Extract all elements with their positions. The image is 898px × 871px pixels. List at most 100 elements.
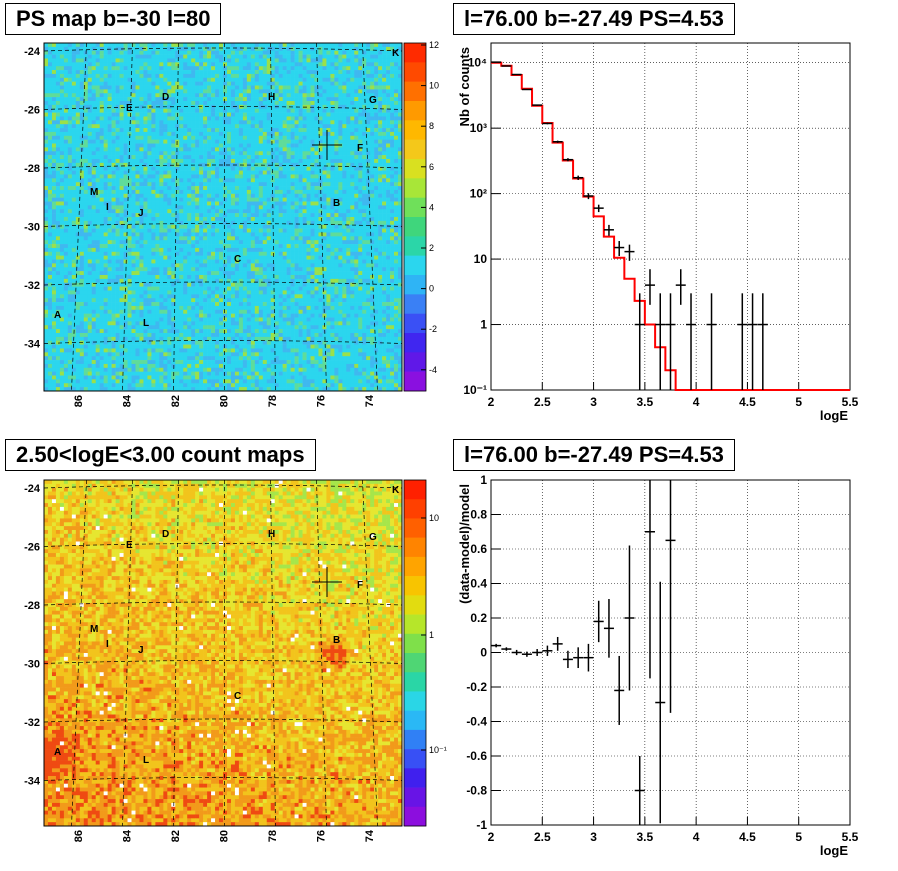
count-colorbar-bin (404, 653, 426, 673)
ps-colorbar-bin (404, 294, 426, 314)
residual-xtick-label: 2.5 (534, 830, 551, 844)
count-lat-tick-label: -28 (24, 600, 40, 612)
count-map-title: 2.50<logE<3.00 count maps (5, 439, 316, 471)
count-lon-line (173, 479, 179, 827)
source-label-D: D (162, 92, 169, 103)
residual-plot: 2 2.5 3 3.5 4 4.5 5 5.5 1 0.8 0.6 0.4 0.2 0 -0.2 -0.4 -0… (457, 473, 859, 858)
residual-xlabel: logE (820, 843, 848, 858)
count-lon-tick-label: 84 (122, 829, 134, 842)
count-colorbar-bin (404, 614, 426, 635)
source-label-K: K (392, 485, 400, 496)
count-colorbar-bin (404, 556, 426, 577)
count-colorbar-bin (404, 518, 426, 538)
source-label-J: J (138, 645, 144, 656)
count-colorbar-bin (404, 595, 426, 615)
ps-colorbar-bin (404, 43, 426, 63)
source-label-A: A (54, 747, 61, 758)
ps-colorbar-label: 4 (429, 202, 434, 212)
ps-colorbar-bin (404, 255, 426, 276)
spectrum-xtick-label: 3 (590, 395, 597, 409)
count-colorbar-bin (404, 768, 426, 788)
residual-xtick-label: 2 (488, 830, 495, 844)
residual-xtick-label: 3 (590, 830, 597, 844)
count-lon-line (71, 479, 87, 827)
ps-lat-line (43, 281, 403, 286)
count-colorbar-bin (404, 710, 426, 731)
spectrum-ytick-label: 1 (480, 318, 487, 332)
spectrum-ytick-label: 10⁻¹ (463, 383, 487, 397)
ps-lon-line (122, 42, 133, 392)
ps-colorbar-bin (404, 159, 426, 179)
count-colorbar-bin (404, 576, 426, 596)
ps-map-frame (43, 42, 403, 392)
ps-lon-line (173, 42, 179, 392)
count-colorbar-bin (404, 729, 426, 750)
residual-ytick-label: 0 (480, 646, 487, 660)
ps-lon-line (71, 42, 87, 392)
ps-colorbar-bin (404, 178, 426, 198)
ps-lon-tick-label: 74 (364, 394, 376, 407)
ps-colorbar-label: 6 (429, 162, 434, 172)
residual-ytick-label: 0.6 (470, 542, 487, 556)
ps-lat-line (43, 106, 403, 110)
spectrum-xtick-label: 2 (488, 395, 495, 409)
count-lon-tick-label: 80 (219, 830, 231, 842)
ps-lon-tick-label: 84 (122, 394, 134, 407)
ps-colorbar-label: 2 (429, 243, 434, 253)
ps-lat-line (43, 47, 403, 52)
ps-colorbar-bin (404, 120, 426, 140)
count-colorbar-bin (404, 633, 426, 654)
count-lon-line (362, 479, 378, 827)
ps-lat-tick-label: -30 (24, 222, 40, 234)
source-label-D: D (162, 529, 169, 540)
source-label-I: I (106, 639, 109, 650)
residual-ytick-label: -0.4 (466, 715, 487, 729)
spectrum-xtick-label: 4 (693, 395, 700, 409)
source-label-K: K (392, 48, 400, 59)
ps-colorbar-bin (404, 275, 426, 295)
count-lat-tick-label: -34 (24, 776, 41, 788)
count-lat-line (43, 660, 403, 664)
count-map-frame (43, 479, 403, 827)
ps-lon-tick-label: 80 (219, 395, 231, 407)
residual-ytick-label: -0.2 (466, 680, 487, 694)
spectrum-ytick-label: 10 (474, 252, 488, 266)
count-lat-line (43, 777, 403, 781)
source-label-L: L (143, 755, 149, 766)
source-label-G: G (369, 95, 377, 106)
source-label-H: H (268, 92, 275, 103)
ps-lat-line (43, 164, 403, 169)
ps-colorbar-bin (404, 313, 426, 334)
count-colorbar-bin (404, 691, 426, 711)
spectrum-title: l=76.00 b=-27.49 PS=4.53 (453, 3, 735, 35)
ps-colorbar-bin (404, 101, 426, 121)
count-lon-tick-label: 74 (364, 829, 376, 842)
ps-lon-tick-label: 78 (267, 395, 279, 407)
residual-ytick-label: 0.8 (470, 508, 487, 522)
ps-map-title: PS map b=-30 l=80 (5, 3, 222, 35)
count-lon-tick-label: 76 (316, 830, 328, 842)
source-label-E: E (126, 103, 133, 114)
count-lon-line (316, 479, 327, 827)
ps-lat-tick-label: -24 (24, 46, 41, 58)
spectrum-xtick-label: 5.5 (842, 395, 859, 409)
ps-lat-line (43, 340, 403, 344)
count-lat-line (43, 484, 403, 489)
ps-colorbar-bin (404, 139, 426, 160)
source-label-E: E (126, 540, 133, 551)
source-label-M: M (90, 624, 98, 635)
source-label-B: B (333, 635, 340, 646)
source-label-F: F (357, 580, 363, 591)
ps-lon-tick-label: 76 (316, 395, 328, 407)
ps-lat-tick-label: -28 (24, 163, 40, 175)
residual-xtick-label: 5 (795, 830, 802, 844)
count-colorbar-bin (404, 672, 426, 692)
ps-lat-line (43, 223, 403, 227)
ps-colorbar-frame (403, 42, 427, 392)
ps-colorbar-label: -4 (429, 365, 437, 375)
count-colorbar-label: 10⁻¹ (429, 745, 447, 755)
count-colorbar-frame (403, 479, 427, 827)
source-label-B: B (333, 198, 340, 209)
count-heatmap (44, 480, 403, 827)
